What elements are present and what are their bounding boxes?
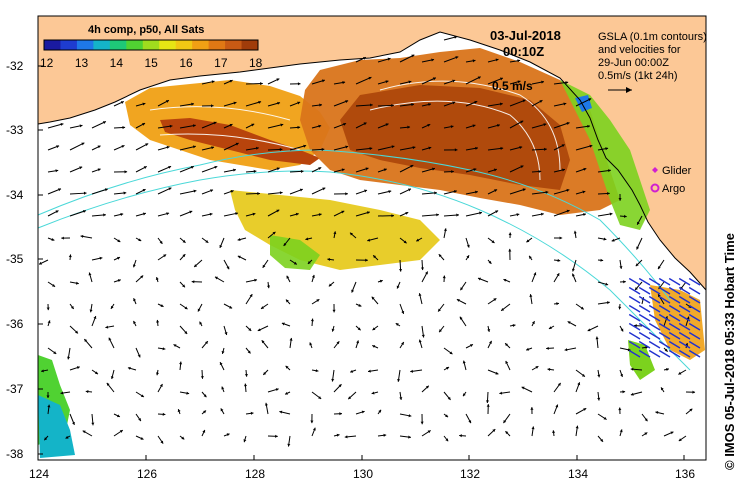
colorbar-swatch [44,40,61,50]
x-tick-label: 136 [675,467,695,481]
colorbar-swatch [93,40,110,50]
x-tick-label: 132 [460,467,480,481]
y-tick-label: -35 [6,252,24,266]
timestamp-time: 00:10Z [503,44,544,59]
colorbar-swatch [60,40,77,50]
colorbar-swatch [192,40,209,50]
colorbar-swatch [77,40,94,50]
colorbar-tick-label: 17 [214,56,228,70]
colorbar-tick-label: 18 [249,56,263,70]
x-tick-label: 124 [29,467,49,481]
y-tick-label: -36 [6,317,24,331]
x-tick-label: 126 [137,467,157,481]
timestamp-date: 03-Jul-2018 [490,28,561,43]
colorbar-tick-label: 16 [179,56,193,70]
colorbar [44,40,259,50]
legend-note-line2: and velocities for [598,44,681,56]
x-tick-label: 134 [568,467,588,481]
y-axis: -32 -33 -34 -35 -36 -37 -38 [6,59,43,461]
y-tick-label: -37 [6,382,24,396]
colorbar-title: 4h comp, p50, All Sats [88,24,204,36]
x-tick-label: 130 [353,467,373,481]
glider-label: Glider [662,165,692,177]
colorbar-tick-label: 14 [110,56,124,70]
legend-note-line1: GSLA (0.1m contours) [598,31,707,43]
argo-label: Argo [662,183,685,195]
colorbar-swatch [242,40,259,50]
colorbar-tick-label: 12 [40,56,54,70]
colorbar-swatch [159,40,176,50]
colorbar-swatch [225,40,242,50]
legend-note-line3: 29-Jun 00:00Z [598,57,669,69]
colorbar-swatch [176,40,193,50]
y-tick-label: -34 [6,188,24,202]
colorbar-swatch [209,40,226,50]
colorbar-swatch [126,40,143,50]
colorbar-tick-label: 13 [75,56,89,70]
credit-text: © IMOS 05-Jul-2018 05:33 Hobart Time [722,190,738,470]
y-tick-label: -38 [6,447,24,461]
y-tick-label: -33 [6,123,24,137]
colorbar-tick-label: 15 [145,56,159,70]
y-tick-label: -32 [6,59,24,73]
legend-note-line4: 0.5m/s (1kt 24h) [598,70,677,82]
colorbar-swatch [110,40,127,50]
x-tick-label: 128 [245,467,265,481]
scale-label: 0.5 m/s [492,79,533,93]
colorbar-swatch [143,40,160,50]
